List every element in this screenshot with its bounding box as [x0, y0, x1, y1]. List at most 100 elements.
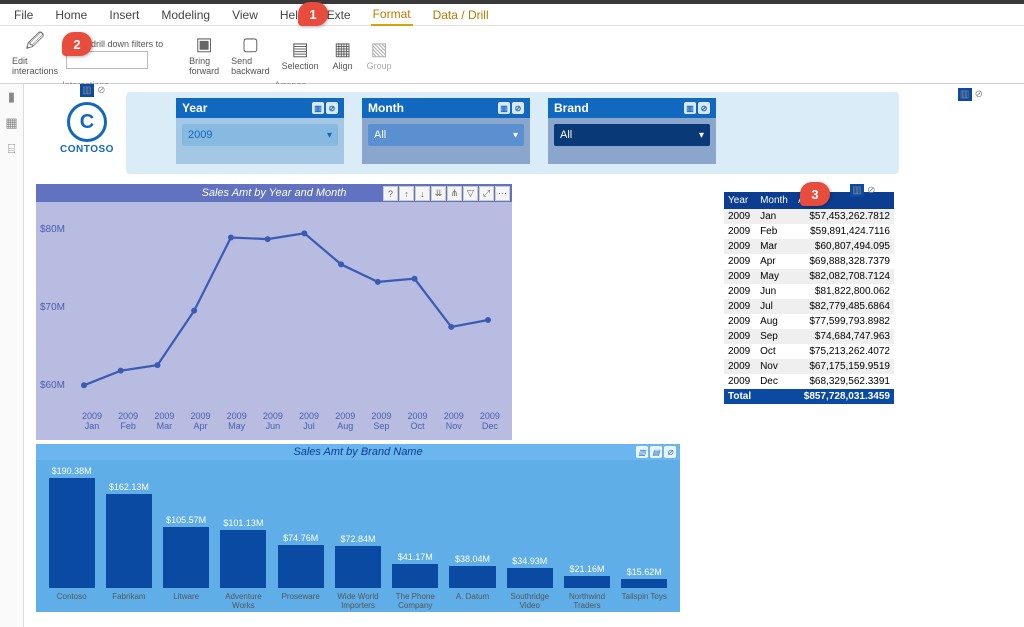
yaxis-label: $80M	[40, 224, 65, 235]
bring-forward-button[interactable]: ▣Bring forward	[185, 30, 223, 78]
focus-icon[interactable]: ⤢	[479, 186, 494, 201]
bar-category-label: Northwind Traders	[561, 593, 612, 610]
interaction-none-icon[interactable]: ⊘	[664, 446, 676, 458]
interaction-filter-icon[interactable]: ▥	[498, 102, 510, 114]
bar[interactable]: $162.13M	[103, 482, 154, 588]
table-row[interactable]: 2009Mar$60,807,494.095	[724, 239, 894, 254]
table-row[interactable]: 2009Feb$59,891,424.7116	[724, 224, 894, 239]
view-rail: ▮ ▦ ⌸	[0, 84, 24, 627]
xaxis-label: 2009 Oct	[402, 412, 434, 432]
bar[interactable]: $21.16M	[561, 564, 612, 588]
interaction-none-icon[interactable]	[974, 88, 984, 101]
bar[interactable]: $15.62M	[619, 567, 670, 588]
table-row[interactable]: 2009Jun$81,822,800.062	[724, 284, 894, 299]
bar-chart-title: Sales Amt by Brand Name	[293, 446, 422, 458]
interaction-filter-icon[interactable]: ▤	[650, 446, 662, 458]
bar[interactable]: $34.93M	[504, 556, 555, 588]
model-view-icon[interactable]: ⌸	[3, 140, 21, 158]
bar-rect	[449, 566, 495, 588]
interaction-none-icon[interactable]: ⊘	[698, 102, 710, 114]
interaction-filter-icon[interactable]	[80, 84, 94, 97]
callout-1: 1	[298, 2, 328, 26]
interaction-none-icon[interactable]: ⊘	[326, 102, 338, 114]
report-view-icon[interactable]: ▮	[3, 88, 21, 106]
table-header[interactable]: Month	[756, 192, 794, 209]
menu-item-home[interactable]: Home	[53, 5, 89, 25]
bar-chart-plot: $190.38M$162.13M$105.57M $101.13M $74.76M $…	[46, 466, 670, 588]
interaction-filter-icon[interactable]	[958, 88, 972, 101]
table-row[interactable]: 2009Aug$77,599,793.8982	[724, 314, 894, 329]
slicer-month[interactable]: Month ▥⊘ All▾	[362, 98, 530, 164]
expand-icon[interactable]: ⇊	[431, 186, 446, 201]
bar-category-label: Proseware	[275, 593, 326, 610]
xaxis-label: 2009 Jan	[76, 412, 108, 432]
menu-item-insert[interactable]: Insert	[107, 5, 141, 25]
interaction-filter-icon[interactable]	[850, 184, 864, 197]
table-row[interactable]: 2009Nov$67,175,159.9519	[724, 359, 894, 374]
ribbon: 🖉 Edit interactions Apply drill down fil…	[0, 26, 1024, 84]
table-row[interactable]: 2009Apr$69,888,328.7379	[724, 254, 894, 269]
table-row[interactable]: 2009Oct$75,213,262.4072	[724, 344, 894, 359]
menu-item-modeling[interactable]: Modeling	[159, 5, 212, 25]
bar-value-label: $72.84M	[340, 534, 375, 544]
interaction-none-icon[interactable]: ⊘	[512, 102, 524, 114]
bar-chart-visual[interactable]: Sales Amt by Brand Name ▥ ▤ ⊘ $190.38M$1…	[36, 444, 680, 612]
menu-item-view[interactable]: View	[230, 5, 260, 25]
interaction-highlight-icon[interactable]: ▥	[636, 446, 648, 458]
table-row[interactable]: 2009Sep$74,684,747.963	[724, 329, 894, 344]
slicer-month-select[interactable]: All▾	[368, 124, 524, 146]
yaxis-label: $70M	[40, 302, 65, 313]
group-button[interactable]: ▧Group	[363, 35, 396, 73]
bar[interactable]: $72.84M	[332, 534, 383, 588]
bar-rect	[49, 478, 95, 588]
table-visual[interactable]: YearMonthAmt2009Jan$57,453,262.78122009F…	[724, 192, 894, 404]
menu-item-format[interactable]: Format	[371, 4, 413, 26]
menu-item-datadrill[interactable]: Data / Drill	[431, 5, 491, 25]
slicer-year-select[interactable]: 2009▾	[182, 124, 338, 146]
interaction-filter-icon[interactable]: ▥	[684, 102, 696, 114]
bar-value-label: $101.13M	[223, 518, 263, 528]
table-row[interactable]: 2009May$82,082,708.7124	[724, 269, 894, 284]
interaction-none-icon[interactable]	[866, 184, 876, 197]
slicer-year[interactable]: Year ▥⊘ 2009▾	[176, 98, 344, 164]
hierarchy-icon[interactable]: ⋔	[447, 186, 462, 201]
drill-down-icon[interactable]: ↓	[415, 186, 430, 201]
line-chart-plot	[76, 210, 496, 410]
filter-icon[interactable]: ▽	[463, 186, 478, 201]
xaxis-label: 2009 Sep	[365, 412, 397, 432]
xaxis-label: 2009 Apr	[185, 412, 217, 432]
table-row[interactable]: 2009Dec$68,329,562.3391	[724, 374, 894, 389]
selection-pane-button[interactable]: ▤Selection	[278, 35, 323, 73]
bar-category-label: Wide World Importers	[332, 593, 383, 610]
bar-category-label: Adventure Works	[218, 593, 269, 610]
more-icon[interactable]: ⋯	[495, 186, 510, 201]
edit-interactions-button[interactable]: 🖉 Edit interactions	[8, 30, 62, 78]
bar[interactable]: $105.57M	[161, 515, 212, 588]
table-row[interactable]: 2009Jul$82,779,485.6864	[724, 299, 894, 314]
align-button[interactable]: ▦Align	[327, 35, 359, 73]
interaction-filter-icon[interactable]: ▥	[312, 102, 324, 114]
visual-header-toolbar: ? ↑ ↓ ⇊ ⋔ ▽ ⤢ ⋯	[383, 186, 510, 201]
bar[interactable]: $190.38M	[46, 466, 97, 588]
xaxis-label: 2009 Feb	[112, 412, 144, 432]
bar[interactable]: $41.17M	[390, 552, 441, 588]
slicer-brand-select[interactable]: All▾	[554, 124, 710, 146]
table-header[interactable]: Year	[724, 192, 756, 209]
menu-item-file[interactable]: File	[12, 5, 35, 25]
line-chart-visual[interactable]: Sales Amt by Year and Month ? ↑ ↓ ⇊ ⋔ ▽ …	[36, 184, 512, 440]
table-row[interactable]: 2009Jan$57,453,262.7812	[724, 209, 894, 224]
menu-item-exte[interactable]: Exte	[325, 5, 353, 25]
chevron-down-icon: ▾	[513, 130, 518, 141]
drill-up-icon[interactable]: ↑	[399, 186, 414, 201]
bar[interactable]: $74.76M	[275, 533, 326, 588]
interaction-none-icon[interactable]	[96, 84, 106, 97]
bar[interactable]: $38.04M	[447, 554, 498, 588]
bar[interactable]: $101.13M	[218, 518, 269, 588]
xaxis-label: 2009 May	[221, 412, 253, 432]
slicer-brand[interactable]: Brand ▥⊘ All▾	[548, 98, 716, 164]
bar-value-label: $41.17M	[398, 552, 433, 562]
send-backward-button[interactable]: ▢Send backward	[227, 30, 274, 78]
logo-text: CONTOSO	[60, 144, 114, 155]
drill-up-icon[interactable]: ?	[383, 186, 398, 201]
data-view-icon[interactable]: ▦	[3, 114, 21, 132]
